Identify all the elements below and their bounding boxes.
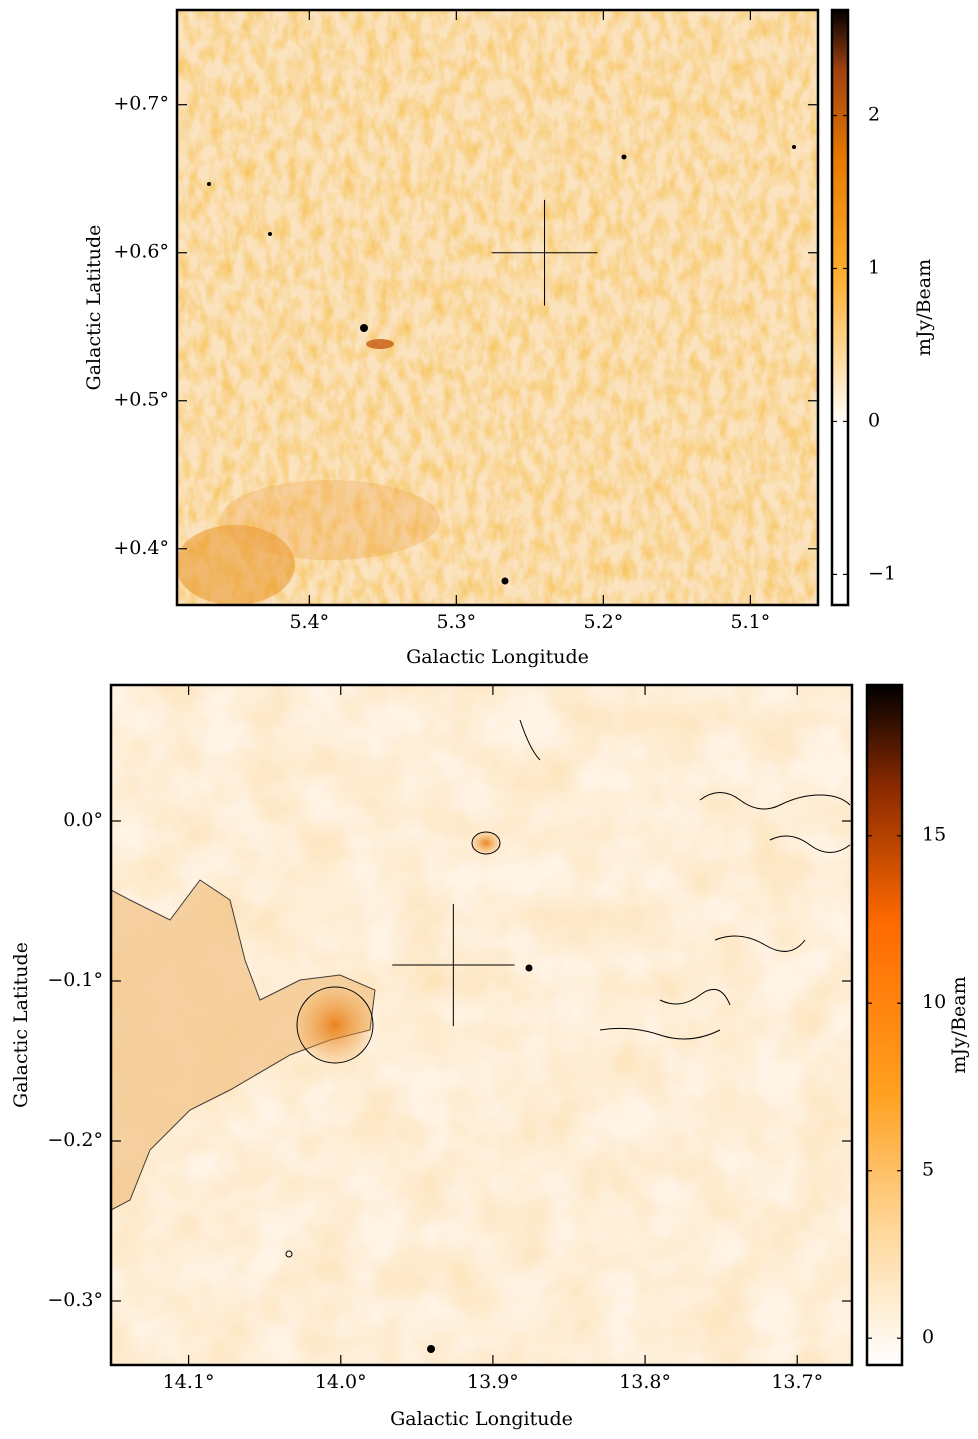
colorbar-tick-label: 0 bbox=[922, 1326, 934, 1348]
x-tick-label: 14.0° bbox=[315, 1371, 367, 1393]
y-tick-label: −0.3° bbox=[47, 1289, 103, 1311]
colorbar-label: mJy/Beam bbox=[948, 976, 970, 1073]
x-tick-label: 13.7° bbox=[771, 1371, 823, 1393]
y-tick-label: 0.0° bbox=[63, 809, 103, 831]
x-tick-label: 14.1° bbox=[163, 1371, 215, 1393]
image-panel bbox=[111, 685, 852, 1365]
colorbar-tick-label: −1 bbox=[868, 562, 896, 584]
colorbar-tick-label: 0 bbox=[868, 409, 880, 431]
colorbar-label: mJy/Beam bbox=[913, 259, 935, 356]
x-tick-label: 5.4° bbox=[289, 611, 329, 633]
colorbar-tick-label: 10 bbox=[922, 991, 946, 1013]
colorbar-tick-label: 15 bbox=[922, 824, 946, 846]
colorbar-tick-label: 1 bbox=[868, 256, 880, 278]
y-tick-label: +0.7° bbox=[113, 93, 169, 115]
y-tick-label: −0.1° bbox=[47, 969, 103, 991]
x-axis-label: Galactic Longitude bbox=[390, 1408, 573, 1430]
x-tick-label: 13.9° bbox=[467, 1371, 519, 1393]
colorbar-tick-label: 5 bbox=[922, 1159, 934, 1181]
y-axis-label: Galactic Latitude bbox=[10, 942, 32, 1108]
y-tick-label: +0.6° bbox=[113, 241, 169, 263]
y-axis-label: Galactic Latitude bbox=[83, 225, 105, 391]
x-tick-label: 5.2° bbox=[583, 611, 623, 633]
x-axis-label: Galactic Longitude bbox=[406, 646, 589, 668]
x-tick-label: 13.8° bbox=[619, 1371, 671, 1393]
colorbar bbox=[832, 10, 848, 605]
image-panel bbox=[175, 10, 818, 605]
x-tick-label: 5.1° bbox=[731, 611, 771, 633]
colorbar bbox=[867, 685, 902, 1365]
y-tick-label: +0.5° bbox=[113, 389, 169, 411]
y-tick-label: −0.2° bbox=[47, 1129, 103, 1151]
y-tick-label: +0.4° bbox=[113, 537, 169, 559]
x-tick-label: 5.3° bbox=[436, 611, 476, 633]
figure: 5.4° 5.3° 5.2° 5.1° +0.4° +0.5° +0.6° +0.7° Gala… bbox=[0, 0, 978, 1439]
colorbar-tick-label: 2 bbox=[868, 104, 880, 126]
